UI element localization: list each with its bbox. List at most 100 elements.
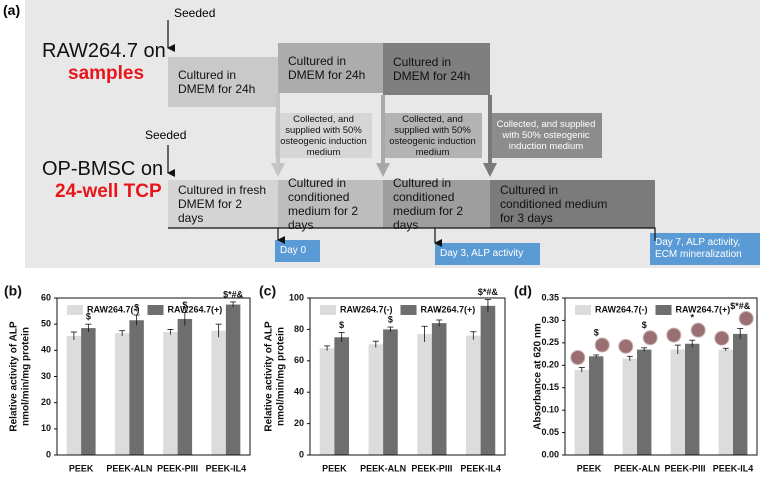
- x-tick-label: PEEK: [322, 463, 347, 473]
- bar: [81, 328, 96, 455]
- y-tick-label: 10: [41, 423, 51, 433]
- panel-label: (a): [3, 2, 21, 18]
- error-bar: [230, 301, 237, 308]
- significance-label: $: [642, 320, 647, 330]
- well-photo: [642, 330, 658, 346]
- raw-step: Cultured in DMEM for 24h: [278, 43, 383, 93]
- y-axis-title: Relative activity of ALP: [9, 321, 20, 432]
- error-bar: [484, 299, 491, 313]
- plot-frame: [309, 297, 506, 456]
- y-tick-label: 100: [289, 292, 304, 302]
- bmsc-title: OP-BMSC on: [42, 158, 164, 180]
- y-tick-label: 0.35: [541, 292, 559, 302]
- error-bar: [372, 340, 379, 348]
- chart-c: (c) Relative activity of ALP nmol/min/mg p…: [259, 283, 506, 473]
- bar: [574, 369, 589, 455]
- y-tick-label: 0: [46, 449, 51, 459]
- significance-label: $: [388, 314, 393, 324]
- error-bar: [167, 329, 174, 335]
- y-tick-label: 0.15: [541, 382, 559, 392]
- significance-label: $: [134, 302, 139, 312]
- significance-label: $: [339, 320, 344, 330]
- significance-label: $*#&: [730, 301, 751, 311]
- y-tick-label: 60: [294, 355, 304, 365]
- error-bar: [737, 328, 744, 340]
- bar: [177, 318, 193, 455]
- x-tick-label: PEEK: [69, 463, 94, 473]
- legend-label: RAW264.7(+): [168, 304, 223, 314]
- legend-label: RAW264.7(+): [676, 304, 731, 314]
- error-bar: [722, 347, 729, 351]
- raw-step: Cultured in DMEM for 24h: [168, 57, 278, 107]
- well-photo: [594, 337, 610, 353]
- diagram-arrows: [167, 20, 656, 247]
- well-photo: [570, 350, 586, 366]
- bmsc-step: Cultured in conditioned medium for 3 day…: [490, 180, 655, 228]
- bar: [733, 333, 748, 455]
- y-tick-label: 40: [294, 387, 304, 397]
- bar: [163, 332, 178, 455]
- seeded-label: Seeded: [145, 128, 187, 142]
- bar: [589, 356, 604, 455]
- bar: [114, 333, 130, 455]
- well-photo: [618, 338, 634, 354]
- x-tick-label: PEEK-PIII: [411, 463, 452, 473]
- plot-frame: [56, 297, 251, 456]
- bar: [66, 335, 82, 455]
- legend-swatch: [320, 305, 336, 315]
- legend-label: RAW264.7(+): [421, 304, 476, 314]
- panel-label: (d): [514, 283, 532, 299]
- error-bar: [641, 347, 648, 352]
- significance-label: $: [594, 327, 599, 337]
- well-photo: [714, 330, 730, 346]
- x-tick-label: PEEK-ALN: [106, 463, 152, 473]
- bar: [670, 349, 685, 455]
- bar: [466, 335, 481, 455]
- legend-label: RAW264.7(-): [340, 304, 393, 314]
- panel-label: (c): [259, 283, 276, 299]
- error-bar: [674, 344, 681, 355]
- y-tick-label: 0.00: [541, 449, 559, 459]
- chart-b: (b) Relative activity of ALP nmol/min/mg p…: [4, 283, 251, 473]
- y-tick-label: 0.25: [541, 337, 559, 347]
- bmsc-subtitle: 24-well TCP: [55, 181, 162, 202]
- significance-label: *: [690, 313, 694, 323]
- y-tick-label: 40: [41, 345, 51, 355]
- significance-label: $: [182, 300, 187, 310]
- error-bar: [85, 323, 92, 333]
- y-tick-label: 80: [294, 324, 304, 334]
- raw-title: RAW264.7 on: [42, 40, 166, 62]
- error-bar: [70, 331, 77, 340]
- bar: [383, 329, 398, 455]
- error-bar: [578, 367, 585, 373]
- y-tick-label: 20: [294, 418, 304, 428]
- transfer-step: Collected, and supplied with 50% osteoge…: [383, 113, 482, 158]
- error-bar: [387, 326, 394, 332]
- legend-label: RAW264.7(-): [87, 304, 140, 314]
- legend-label: RAW264.7(-): [595, 304, 648, 314]
- legend-swatch: [655, 305, 672, 315]
- bar: [334, 337, 349, 455]
- panel-label: (b): [4, 283, 22, 299]
- x-tick-label: PEEK-PIII: [157, 463, 198, 473]
- y-tick-label: 0.30: [541, 315, 559, 325]
- legend-swatch: [147, 305, 164, 315]
- significance-label: *: [437, 307, 441, 317]
- error-bar: [338, 332, 345, 342]
- bar: [718, 349, 733, 455]
- well-photo: [738, 311, 754, 327]
- x-tick-label: PEEK-IL4: [460, 463, 501, 473]
- chart-d: (d) Absorbance at 620 nm 0.00 0.05 0.10 0.15 0…: [514, 283, 758, 473]
- error-bar: [421, 325, 428, 342]
- transfer-step: Collected, and supplied with 50% osteoge…: [490, 113, 602, 158]
- y-tick-label: 50: [41, 319, 51, 329]
- y-tick-label: 60: [41, 292, 51, 302]
- bar: [225, 304, 241, 455]
- bar: [368, 344, 384, 455]
- bar: [637, 349, 652, 455]
- legend-swatch: [400, 305, 417, 315]
- timepoint: Day 7, ALP activity, ECM mineralization: [650, 233, 760, 265]
- x-tick-label: PEEK-IL4: [206, 463, 247, 473]
- bar: [211, 330, 226, 455]
